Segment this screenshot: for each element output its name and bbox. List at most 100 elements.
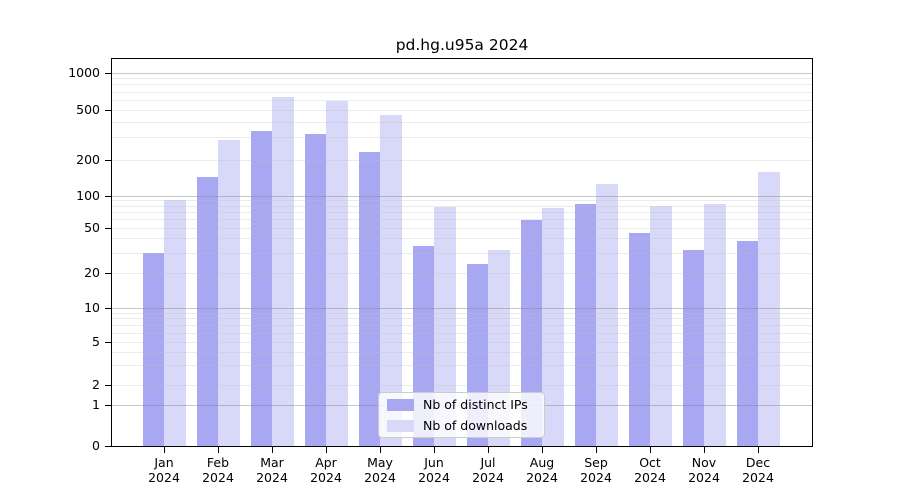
x-tick-jul [487, 447, 489, 453]
x-axis-label-jun: Jun 2024 [418, 455, 450, 485]
bar-ips-feb [196, 176, 218, 446]
minor-gridline-80 [112, 205, 812, 207]
bar-ips-aug [520, 219, 542, 446]
bar-ips-apr [304, 134, 326, 446]
x-tick-dec [757, 447, 759, 453]
y-tick-100 [105, 195, 112, 197]
y-tick-label-1: 1 [92, 397, 100, 412]
x-axis-label-oct: Oct 2024 [634, 455, 666, 485]
x-axis-label-sep: Sep 2024 [580, 455, 612, 485]
minor-gridline-6 [112, 332, 812, 334]
x-axis-label-apr: Apr 2024 [310, 455, 342, 485]
minor-gridline-9 [112, 312, 812, 314]
x-axis-label-dec: Dec 2024 [742, 455, 774, 485]
chart-title: pd.hg.u95a 2024 [395, 36, 529, 54]
y-tick-label-5: 5 [92, 334, 100, 349]
x-tick-apr [325, 447, 327, 453]
y-tick-5 [105, 341, 112, 343]
y-tick-label-10: 10 [84, 300, 100, 315]
legend-row-downloads: Nb of downloads [387, 417, 536, 435]
minor-gridline-900 [112, 78, 812, 80]
y-tick-label-0: 0 [92, 438, 100, 453]
minor-gridline-400 [112, 121, 812, 123]
legend-row-ips: Nb of distinct IPs [387, 396, 536, 414]
x-tick-jan [163, 447, 165, 453]
bar-downloads-jun [434, 207, 456, 446]
x-axis-label-aug: Aug 2024 [526, 455, 558, 485]
bar-downloads-nov [704, 203, 726, 446]
legend-swatch-ips-icon [387, 398, 414, 411]
x-axis-label-mar: Mar 2024 [256, 455, 288, 485]
y-tick-label-50: 50 [84, 220, 100, 235]
major-gridline-100 [112, 195, 812, 197]
bar-downloads-dec [758, 171, 780, 446]
y-tick-2 [105, 384, 112, 386]
x-tick-may [379, 447, 381, 453]
y-tick-label-2: 2 [92, 377, 100, 392]
x-tick-aug [541, 447, 543, 453]
y-tick-1000 [105, 72, 112, 74]
bar-ips-may [358, 152, 380, 446]
minor-gridline-7 [112, 324, 812, 326]
x-tick-mar [271, 447, 273, 453]
x-tick-feb [217, 447, 219, 453]
x-axis-label-feb: Feb 2024 [202, 455, 234, 485]
minor-gridline-30 [112, 252, 812, 254]
bar-downloads-mar [272, 96, 294, 446]
plot-area: 0 1 2 5 10 20 50 100 200 500 1000 Jan 2024 Feb 2024 M… [68, 58, 813, 485]
bar-downloads-oct [650, 206, 672, 446]
bar-ips-dec [736, 241, 758, 446]
x-tick-sep [595, 447, 597, 453]
x-tick-nov [703, 447, 705, 453]
bar-downloads-sep [596, 184, 618, 446]
bar-downloads-jan [164, 199, 186, 446]
y-tick-20 [105, 272, 112, 274]
minor-gridline-60 [112, 219, 812, 221]
minor-gridline-20 [112, 272, 812, 274]
y-tick-500 [105, 109, 112, 111]
y-tick-label-1000: 1000 [68, 65, 100, 80]
legend-label-downloads: Nb of downloads [423, 418, 528, 433]
x-tick-oct [649, 447, 651, 453]
minor-gridline-40 [112, 238, 812, 240]
minor-gridline-700 [112, 91, 812, 93]
y-tick-50 [105, 227, 112, 229]
y-tick-200 [105, 159, 112, 161]
bar-ips-oct [628, 233, 650, 446]
x-axis-label-jan: Jan 2024 [148, 455, 180, 485]
major-gridline-1000 [112, 72, 812, 74]
x-tick-jun [433, 447, 435, 453]
bar-downloads-feb [218, 139, 240, 446]
bar-downloads-apr [326, 100, 348, 446]
legend-label-ips: Nb of distinct IPs [423, 397, 528, 412]
y-tick-label-200: 200 [76, 152, 100, 167]
minor-gridline-90 [112, 200, 812, 202]
minor-gridline-500 [112, 109, 812, 111]
minor-gridline-70 [112, 211, 812, 213]
major-gridline-10 [112, 307, 812, 309]
minor-gridline-50 [112, 227, 812, 229]
y-tick-label-100: 100 [76, 188, 100, 203]
bar-ips-jan [142, 253, 164, 446]
bar-ips-nov [682, 249, 704, 446]
y-tick-1 [105, 404, 112, 406]
y-tick-label-20: 20 [84, 265, 100, 280]
x-axis-label-may: May 2024 [364, 455, 396, 485]
y-tick-10 [105, 307, 112, 309]
minor-gridline-300 [112, 137, 812, 139]
x-axis-label-jul: Jul 2024 [472, 455, 504, 485]
bar-downloads-may [380, 114, 402, 446]
y-tick-0 [105, 445, 112, 447]
minor-gridline-800 [112, 84, 812, 86]
minor-gridline-600 [112, 99, 812, 101]
bar-ips-sep [574, 203, 596, 446]
minor-gridline-5 [112, 341, 812, 343]
y-tick-label-500: 500 [76, 102, 100, 117]
x-axis-label-nov: Nov 2024 [688, 455, 720, 485]
minor-gridline-3 [112, 365, 812, 367]
legend: Nb of distinct IPs Nb of downloads [378, 392, 545, 438]
minor-gridline-200 [112, 159, 812, 161]
bar-downloads-aug [542, 208, 564, 446]
minor-gridline-4 [112, 351, 812, 353]
